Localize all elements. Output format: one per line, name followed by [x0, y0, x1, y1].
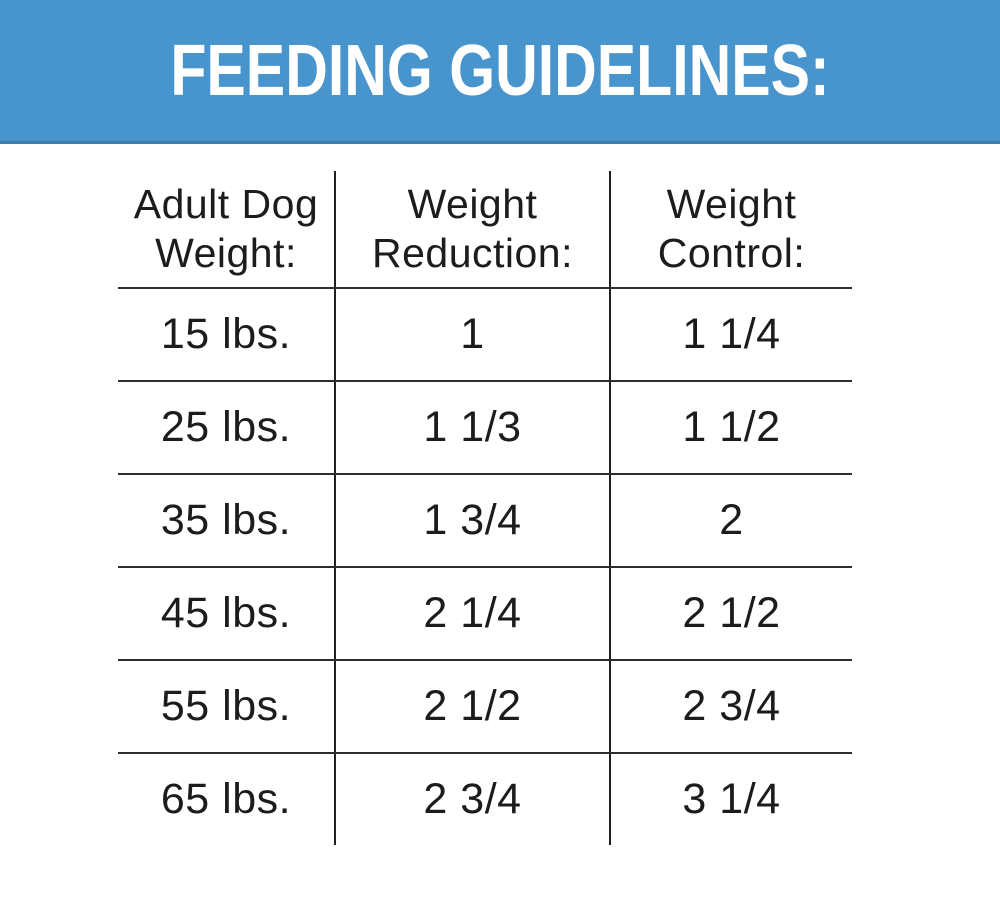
- column-header-adult-dog-weight: Adult Dog Weight:: [118, 171, 335, 289]
- table-row: 35 lbs. 1 3/4 2: [118, 474, 852, 568]
- cell-weight-reduction: 2 3/4: [334, 753, 610, 845]
- cell-dog-weight: 45 lbs.: [118, 567, 335, 661]
- cell-weight-reduction: 1 1/3: [334, 381, 610, 475]
- feeding-guidelines-table: Adult Dog Weight: Weight Reduction: Weig…: [118, 171, 852, 845]
- cell-weight-reduction: 2 1/2: [334, 660, 610, 754]
- table-row: 25 lbs. 1 1/3 1 1/2: [118, 381, 852, 475]
- table-row: 55 lbs. 2 1/2 2 3/4: [118, 660, 852, 754]
- cell-dog-weight: 55 lbs.: [118, 660, 335, 754]
- cell-weight-control: 2 3/4: [609, 660, 852, 754]
- header-banner: FEEDING GUIDELINES:: [0, 0, 1000, 144]
- table-header-row: Adult Dog Weight: Weight Reduction: Weig…: [118, 171, 852, 289]
- cell-weight-control: 1 1/2: [609, 381, 852, 475]
- cell-weight-reduction: 1 3/4: [334, 474, 610, 568]
- cell-weight-reduction: 1: [334, 288, 610, 382]
- table-row: 15 lbs. 1 1 1/4: [118, 288, 852, 382]
- cell-dog-weight: 15 lbs.: [118, 288, 335, 382]
- cell-dog-weight: 65 lbs.: [160, 775, 292, 823]
- cell-weight-reduction: 2 1/4: [334, 567, 610, 661]
- table-row: 65 lbs. 2 3/4 3 1/4: [118, 753, 852, 845]
- cell-weight-control: 3 1/4: [609, 753, 852, 845]
- cell-weight-control: 2 1/2: [609, 567, 852, 661]
- cell-weight-control: 2: [609, 474, 852, 568]
- table-row: 45 lbs. 2 1/4 2 1/2: [118, 567, 852, 661]
- cell-dog-weight: 25 lbs.: [118, 381, 335, 475]
- page-title: FEEDING GUIDELINES:: [170, 30, 830, 111]
- cell-dog-weight: 35 lbs.: [118, 474, 335, 568]
- column-header-weight-control: Weight Control:: [609, 171, 852, 289]
- column-header-weight-reduction: Weight Reduction:: [334, 171, 610, 289]
- cell-weight-control: 1 1/4: [609, 288, 852, 382]
